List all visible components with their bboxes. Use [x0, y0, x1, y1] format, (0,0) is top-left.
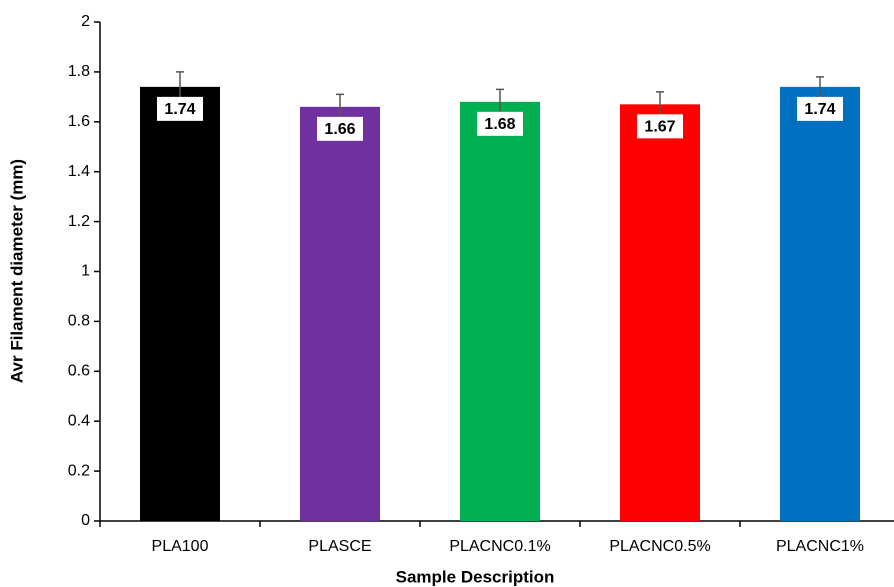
- bar: [460, 101, 540, 521]
- x-axis-title: Sample Description: [396, 567, 555, 586]
- data-label-box: [157, 96, 203, 121]
- bar: [300, 106, 380, 521]
- x-tick-label: PLASCE: [308, 538, 371, 555]
- bar: [780, 86, 860, 522]
- y-tick-label: 1: [81, 263, 90, 280]
- data-label-box: [797, 96, 843, 121]
- y-tick-label: 1.6: [68, 113, 90, 130]
- data-label: 1.66: [324, 121, 355, 138]
- x-tick-label: PLA100: [152, 538, 209, 555]
- x-tick-label: PLACNC0.1%: [449, 538, 550, 555]
- y-tick-label: 1.2: [68, 213, 90, 230]
- y-tick-label: 0.4: [68, 412, 90, 429]
- y-tick-label: 2: [81, 13, 90, 30]
- y-tick-label: 1.8: [68, 63, 90, 80]
- x-tick-label: PLACNC1%: [776, 538, 864, 555]
- y-tick-label: 0.6: [68, 363, 90, 380]
- data-label-box: [317, 116, 363, 141]
- y-tick-label: 1.4: [68, 163, 90, 180]
- data-label: 1.68: [484, 116, 515, 133]
- data-label-box: [637, 114, 683, 139]
- bar: [620, 104, 700, 522]
- x-tick-label: PLACNC0.5%: [609, 538, 710, 555]
- y-axis-title: Avr Filament diameter (mm): [7, 159, 26, 383]
- bar: [140, 86, 220, 522]
- y-tick-label: 0.8: [68, 313, 90, 330]
- data-label: 1.74: [804, 101, 835, 118]
- y-tick-label: 0: [81, 512, 90, 529]
- data-label-box: [477, 111, 523, 136]
- data-label: 1.74: [164, 101, 195, 118]
- data-label: 1.67: [644, 119, 675, 136]
- y-tick-label: 0.2: [68, 462, 90, 479]
